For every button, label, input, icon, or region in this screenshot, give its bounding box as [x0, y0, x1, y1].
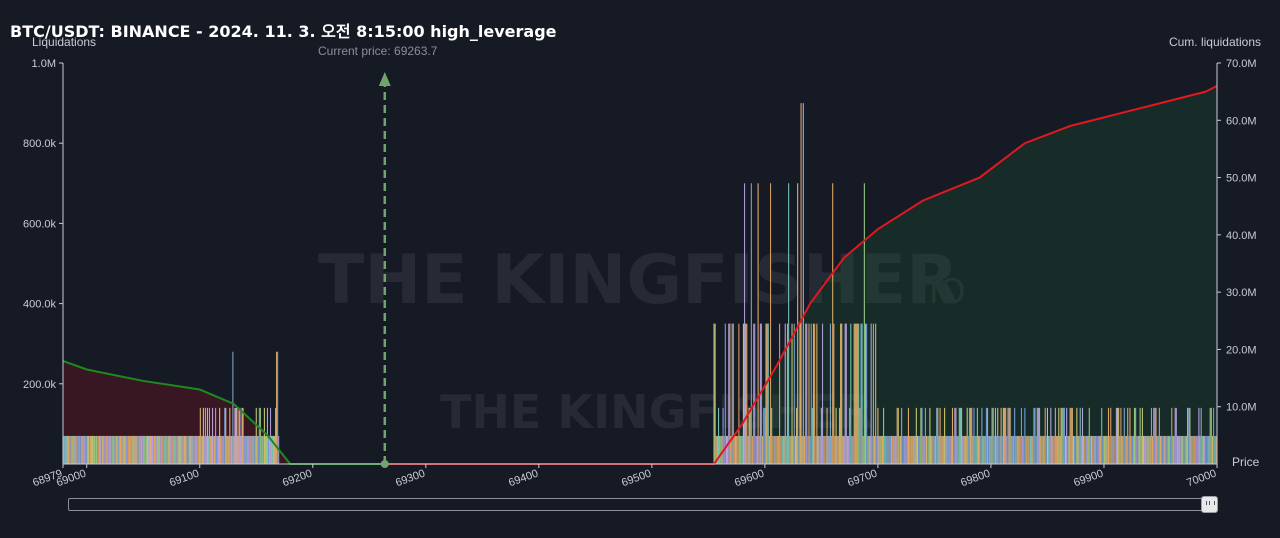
short-cumulative-area: [384, 85, 1218, 465]
liquidation-bars: [62, 103, 1217, 464]
watermark-suffix: .IO: [918, 272, 966, 312]
right-tick-label: 20.0M: [1226, 344, 1257, 356]
right-tick-label: 70.0M: [1226, 58, 1257, 70]
x-tick-label: 70000: [1185, 468, 1218, 490]
short-cumulative-line: [384, 85, 1218, 465]
right-tick-label: 30.0M: [1226, 287, 1257, 299]
right-axis-title: Cum. liquidations: [1168, 35, 1261, 49]
x-tick-label: 69900: [1072, 468, 1105, 490]
x-tick-label: 69100: [168, 468, 201, 490]
arrow-up-icon: [378, 72, 391, 86]
left-tick-label: 1.0M: [32, 58, 56, 70]
x-tick-label: 69800: [959, 468, 992, 490]
right-tick-label: 50.0M: [1226, 173, 1257, 185]
x-tick-label: 69400: [507, 468, 540, 490]
chart-scrollbar[interactable]: [68, 496, 1218, 513]
right-tick-label: 60.0M: [1226, 115, 1257, 127]
x-tick-label: 69600: [733, 468, 766, 490]
left-tick-label: 200.0k: [23, 379, 57, 391]
left-axis-title: Liquidations: [32, 35, 97, 49]
chart-title: BTC/USDT: BINANCE - 2024. 11. 3. 오전 8:15…: [10, 22, 557, 41]
long-cumulative-line: [62, 359, 385, 465]
right-tick-label: 10.0M: [1226, 402, 1257, 414]
right-tick-label: 40.0M: [1226, 230, 1257, 242]
watermark-text: THE KINGFISHER: [318, 241, 959, 320]
x-tick-label: 69500: [620, 468, 653, 490]
x-tick-label: 69700: [846, 468, 879, 490]
current-price-dot: [380, 460, 389, 468]
scrollbar-thumb[interactable]: [1201, 496, 1218, 513]
left-tick-label: 400.0k: [23, 299, 57, 311]
current-price-label: Current price: 69263.7: [318, 44, 438, 58]
x-tick-label: 69200: [281, 468, 314, 490]
grip-icon: [1206, 501, 1215, 505]
left-tick-label: 800.0k: [23, 138, 57, 150]
x-tick-label: 69300: [394, 468, 427, 490]
left-tick-label: 600.0k: [23, 218, 57, 230]
x-axis-title: Price: [1232, 455, 1260, 469]
